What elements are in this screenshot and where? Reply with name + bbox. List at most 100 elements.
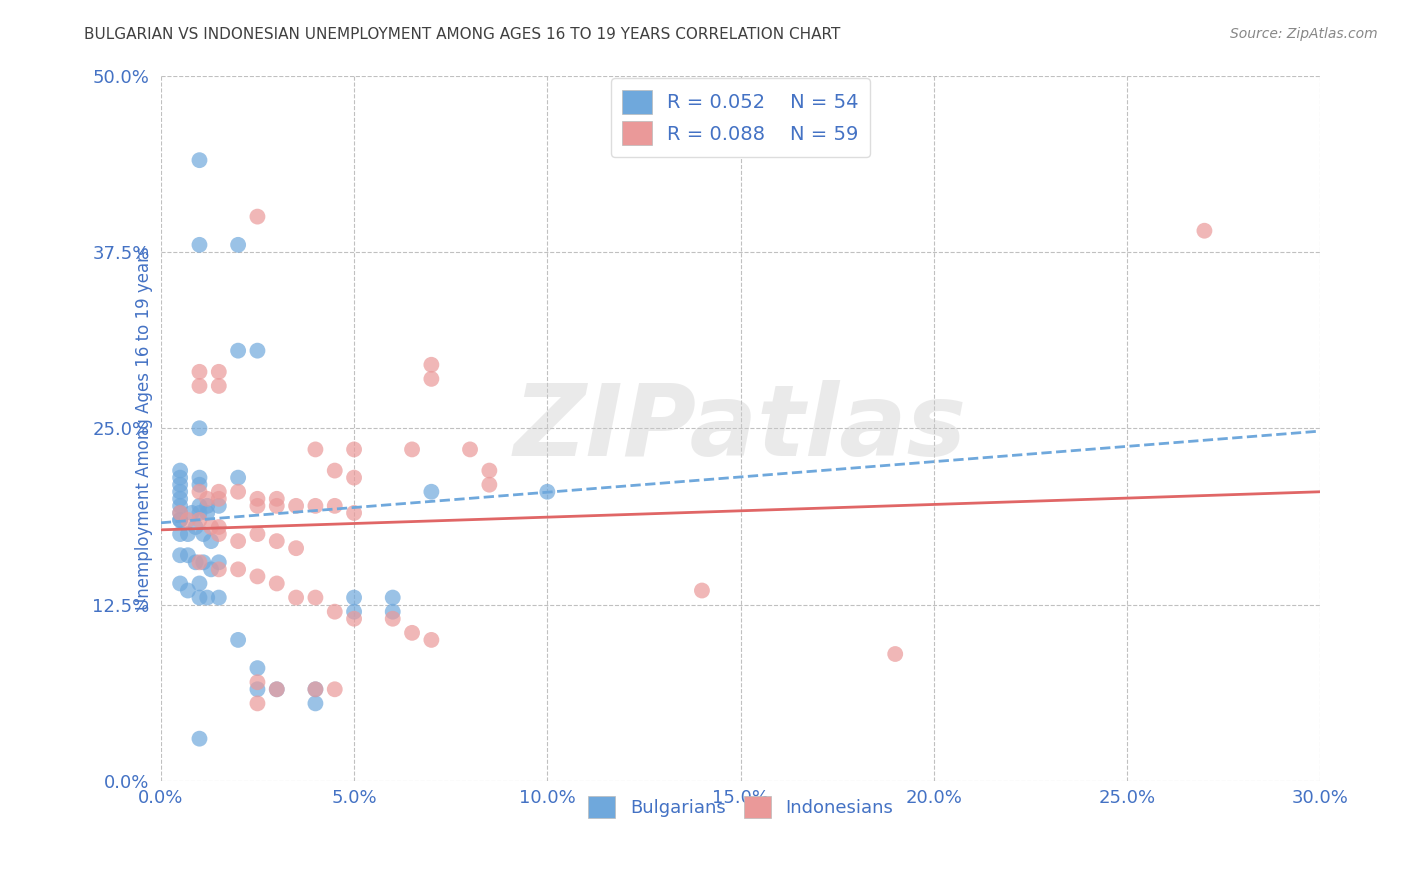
Point [478,464,501,478]
Point [169,506,191,520]
Point [343,605,366,619]
Point [266,534,288,549]
Point [188,506,211,520]
Point [304,682,326,697]
Point [193,527,215,541]
Point [381,612,404,626]
Point [246,499,269,513]
Point [188,477,211,491]
Point [323,464,346,478]
Point [208,365,231,379]
Point [401,442,423,457]
Point [226,484,249,499]
Point [169,470,191,484]
Point [169,576,191,591]
Point [169,527,191,541]
Point [420,632,443,647]
Point [323,605,346,619]
Legend: Bulgarians, Indonesians: Bulgarians, Indonesians [581,789,900,825]
Text: ZIPatlas: ZIPatlas [515,380,967,476]
Point [266,576,288,591]
Point [177,513,200,527]
Point [169,464,191,478]
Point [169,513,191,527]
Point [195,506,218,520]
Y-axis label: Unemployment Among Ages 16 to 19 years: Unemployment Among Ages 16 to 19 years [135,246,153,610]
Point [1194,224,1216,238]
Point [188,470,211,484]
Point [246,343,269,358]
Point [381,591,404,605]
Point [226,237,249,252]
Point [177,548,200,562]
Point [184,520,207,534]
Point [208,527,231,541]
Point [323,499,346,513]
Point [195,591,218,605]
Point [169,499,191,513]
Point [884,647,907,661]
Point [420,358,443,372]
Point [246,697,269,711]
Point [188,484,211,499]
Point [304,682,326,697]
Point [304,697,326,711]
Point [458,442,481,457]
Point [188,513,211,527]
Point [188,591,211,605]
Point [381,605,404,619]
Point [200,562,222,576]
Point [401,625,423,640]
Point [169,477,191,491]
Point [420,372,443,386]
Point [193,555,215,569]
Point [246,569,269,583]
Point [188,731,211,746]
Point [208,379,231,393]
Point [266,682,288,697]
Point [208,520,231,534]
Point [208,562,231,576]
Point [285,541,308,556]
Point [304,442,326,457]
Point [343,591,366,605]
Point [188,365,211,379]
Point [246,210,269,224]
Point [246,682,269,697]
Point [180,506,202,520]
Point [420,484,443,499]
Point [188,499,211,513]
Point [195,491,218,506]
Point [343,612,366,626]
Point [188,153,211,168]
Point [188,555,211,569]
Point [343,506,366,520]
Point [208,484,231,499]
Point [177,583,200,598]
Point [285,591,308,605]
Point [208,491,231,506]
Point [285,499,308,513]
Point [246,675,269,690]
Point [246,661,269,675]
Point [169,506,191,520]
Point [343,470,366,484]
Point [226,562,249,576]
Point [188,421,211,435]
Point [226,534,249,549]
Point [478,477,501,491]
Point [169,513,191,527]
Point [169,484,191,499]
Point [195,499,218,513]
Point [304,499,326,513]
Point [226,470,249,484]
Point [266,499,288,513]
Point [208,591,231,605]
Point [188,237,211,252]
Point [536,484,558,499]
Point [188,576,211,591]
Point [266,682,288,697]
Point [200,520,222,534]
Point [208,555,231,569]
Text: BULGARIAN VS INDONESIAN UNEMPLOYMENT AMONG AGES 16 TO 19 YEARS CORRELATION CHART: BULGARIAN VS INDONESIAN UNEMPLOYMENT AMO… [84,27,841,42]
